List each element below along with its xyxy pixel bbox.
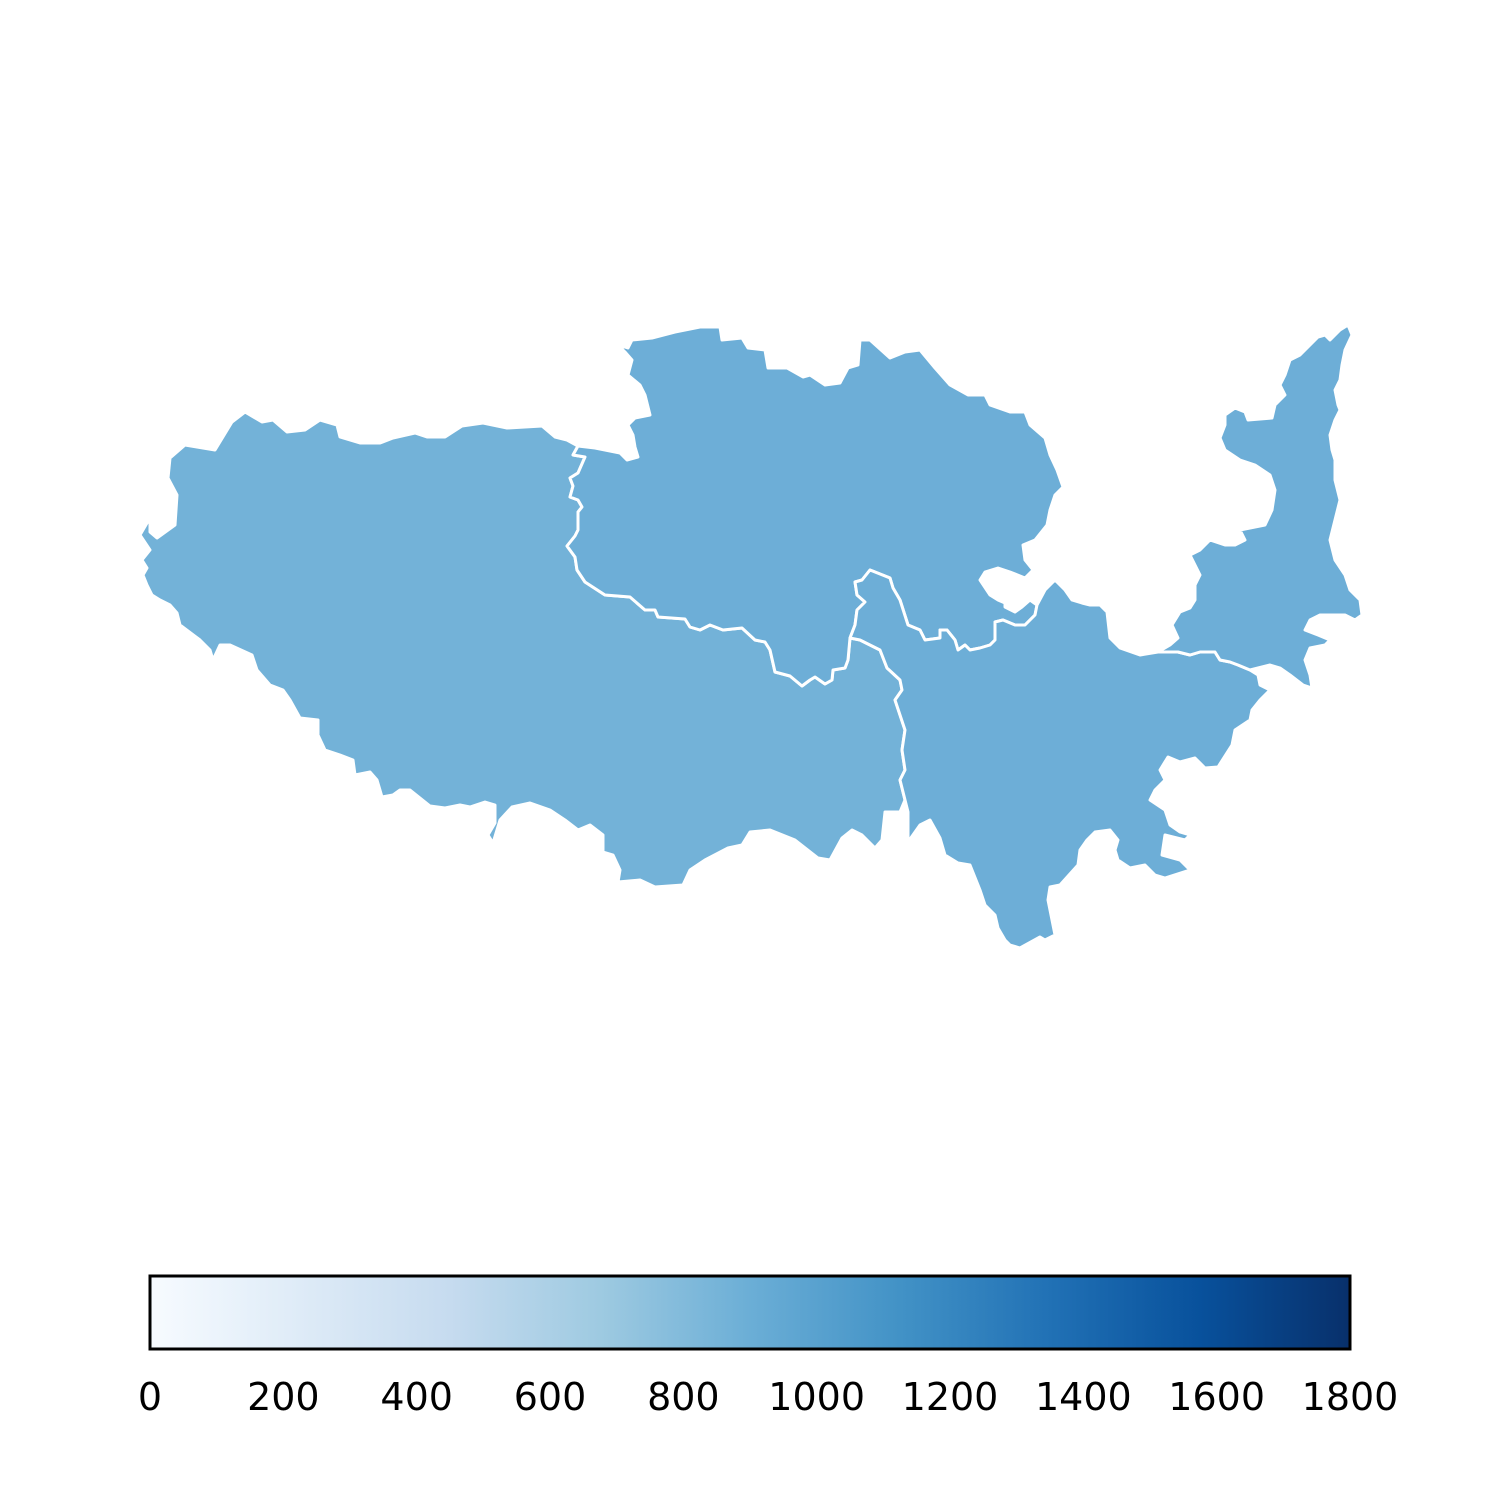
colorbar-ticks: 0 200 400 600 800 1000 1200 1400 1600 1800 <box>138 1375 1398 1419</box>
region-east[interactable] <box>1156 323 1364 690</box>
colorbar-tick-label: 400 <box>380 1375 453 1419</box>
colorbar-tick-label: 800 <box>647 1375 720 1419</box>
colorbar-tick-label: 600 <box>514 1375 587 1419</box>
colorbar-frame <box>148 1274 1352 1351</box>
region-southeast[interactable] <box>848 568 1272 950</box>
colorbar-tick-label: 0 <box>138 1375 162 1419</box>
colorbar-tick-label: 1600 <box>1168 1375 1265 1419</box>
map-regions <box>138 323 1364 950</box>
colorbar-tick-label: 1400 <box>1035 1375 1132 1419</box>
colorbar-tick-label: 1000 <box>768 1375 865 1419</box>
colorbar: 0 200 400 600 800 1000 1200 1400 1600 1800 <box>138 1274 1398 1419</box>
colorbar-tick-label: 200 <box>247 1375 320 1419</box>
colorbar-tick-label: 1200 <box>902 1375 999 1419</box>
colorbar-gradient <box>150 1276 1350 1349</box>
colorbar-tick-label: 1800 <box>1302 1375 1399 1419</box>
